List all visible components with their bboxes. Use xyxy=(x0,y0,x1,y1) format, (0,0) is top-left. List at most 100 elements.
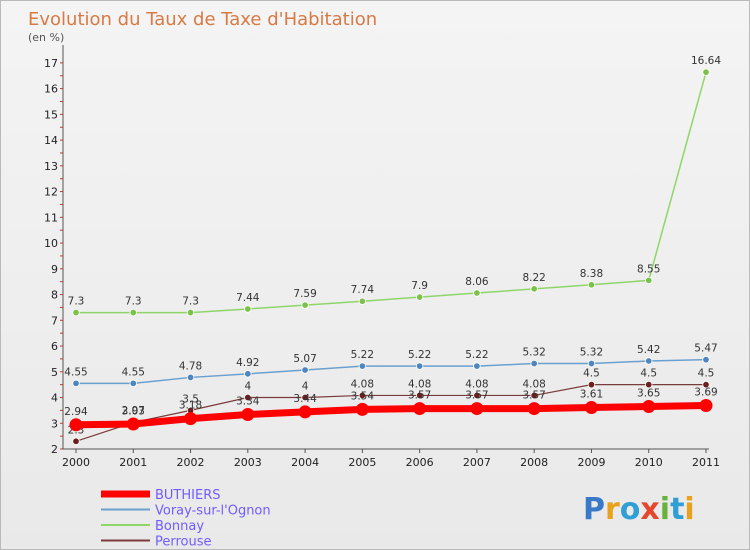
data-point xyxy=(415,362,424,370)
logo-text: Proxiti xyxy=(583,492,695,527)
x-tick-label: 2003 xyxy=(234,456,262,469)
proxiti-logo: Proxiti xyxy=(583,492,695,527)
data-point xyxy=(301,393,309,402)
data-point xyxy=(530,391,538,400)
data-point xyxy=(584,401,598,415)
data-label: 3.54 xyxy=(351,390,375,402)
y-tick-label: 7 xyxy=(51,314,58,327)
data-label: 4.08 xyxy=(351,378,374,390)
y-tick-label: 17 xyxy=(44,57,58,70)
data-label: 3.61 xyxy=(580,389,603,401)
data-point xyxy=(358,297,367,305)
data-label: 7.3 xyxy=(125,296,142,308)
series-buthiers: 2.94 2.97 3.18 3.34 3.44 3.54 3.57 3.57 3.57 3.61… xyxy=(64,386,718,432)
x-tick-label: 2010 xyxy=(635,456,663,469)
y-tick-label: 4 xyxy=(51,392,58,405)
legend-label: Voray-sur-l'Ognon xyxy=(155,504,271,519)
data-label: 2.94 xyxy=(64,406,88,418)
data-label: 7.3 xyxy=(182,296,199,308)
y-tick-label: 12 xyxy=(44,186,58,199)
data-label: 5.32 xyxy=(522,347,545,359)
x-tick-label: 2008 xyxy=(520,456,548,469)
chart-title: Evolution du Taux de Taxe d'Habitation xyxy=(28,9,377,30)
y-tick-label: 13 xyxy=(44,160,58,173)
data-point xyxy=(473,289,481,297)
data-label: 3.57 xyxy=(408,390,431,402)
data-point xyxy=(129,308,137,317)
axes: 2 3 4 5 6 7 8 9 10 11 12 13 14 15 16 17 2000 2001 2002 2003… xyxy=(44,45,720,469)
data-label: 4.5 xyxy=(583,368,600,380)
series-line xyxy=(72,401,710,429)
data-point xyxy=(587,281,596,289)
data-point xyxy=(129,379,137,388)
data-point xyxy=(470,402,484,416)
legend-label: Perrouse xyxy=(155,535,212,550)
y-tick-label: 8 xyxy=(51,289,58,302)
logo-letter: x xyxy=(640,492,659,527)
legend-item: Bonnay xyxy=(101,519,204,534)
data-point xyxy=(301,366,309,374)
data-label: 8.06 xyxy=(465,276,489,288)
logo-letter: i xyxy=(660,492,670,527)
x-tick-label: 2006 xyxy=(406,456,434,469)
data-label: 3.65 xyxy=(637,388,660,400)
data-point xyxy=(415,293,424,301)
data-label: 4.92 xyxy=(236,357,259,369)
data-label: 3.44 xyxy=(293,393,317,405)
x-tick-label: 2001 xyxy=(119,456,147,469)
y-tick-label: 5 xyxy=(51,366,58,379)
data-point xyxy=(702,355,710,364)
data-label: 7.74 xyxy=(351,284,375,296)
chart-subtitle: (en %) xyxy=(28,31,64,44)
data-label: 7.3 xyxy=(68,296,85,308)
data-label: 5.22 xyxy=(351,349,374,361)
data-point xyxy=(184,412,198,426)
y-tick-label: 6 xyxy=(51,340,58,353)
data-point xyxy=(244,393,252,402)
data-point xyxy=(645,357,653,365)
logo-letter: P xyxy=(583,492,605,527)
y-tick-label: 10 xyxy=(44,237,58,250)
data-label: 4 xyxy=(302,381,309,393)
series-voray-sur-l-ognon: 4.55 4.55 4.78 4.92 5.07 5.22 5.22 5.22 5.32 5.32… xyxy=(64,343,718,388)
data-label: 4.5 xyxy=(640,368,657,380)
data-point xyxy=(244,305,252,313)
data-label: 5.32 xyxy=(580,347,603,359)
data-label: 5.47 xyxy=(694,343,717,355)
data-point xyxy=(702,380,710,389)
data-point xyxy=(642,400,656,414)
data-label: 5.07 xyxy=(293,353,316,365)
data-point xyxy=(473,362,481,370)
logo-letter: i xyxy=(684,492,694,527)
y-tick-label: 15 xyxy=(44,108,58,121)
data-point xyxy=(587,359,596,368)
legend-item: Voray-sur-l'Ognon xyxy=(101,504,271,519)
data-label: 7.59 xyxy=(293,288,316,300)
data-point xyxy=(72,437,80,445)
data-label: 4.08 xyxy=(522,378,545,390)
data-point xyxy=(527,402,541,416)
y-tick-label: 14 xyxy=(44,134,58,147)
x-tick-label: 2000 xyxy=(62,456,90,469)
data-point xyxy=(186,373,195,382)
y-tick-label: 2 xyxy=(51,443,58,456)
data-point xyxy=(413,402,427,416)
data-label: 8.38 xyxy=(580,268,603,280)
y-tick-label: 9 xyxy=(51,263,58,276)
data-point xyxy=(358,362,367,370)
y-tick-label: 11 xyxy=(44,211,58,224)
data-label: 4.08 xyxy=(465,378,488,390)
x-tick-label: 2005 xyxy=(348,456,376,469)
data-point xyxy=(645,380,653,389)
y-tick-label: 16 xyxy=(44,83,58,96)
data-point xyxy=(298,405,312,419)
data-label: 5.22 xyxy=(408,349,431,361)
data-point xyxy=(415,391,424,400)
logo-letter: t xyxy=(670,492,684,527)
data-label: 4.5 xyxy=(698,368,715,380)
data-label: 16.64 xyxy=(691,55,721,67)
data-point xyxy=(301,301,309,309)
